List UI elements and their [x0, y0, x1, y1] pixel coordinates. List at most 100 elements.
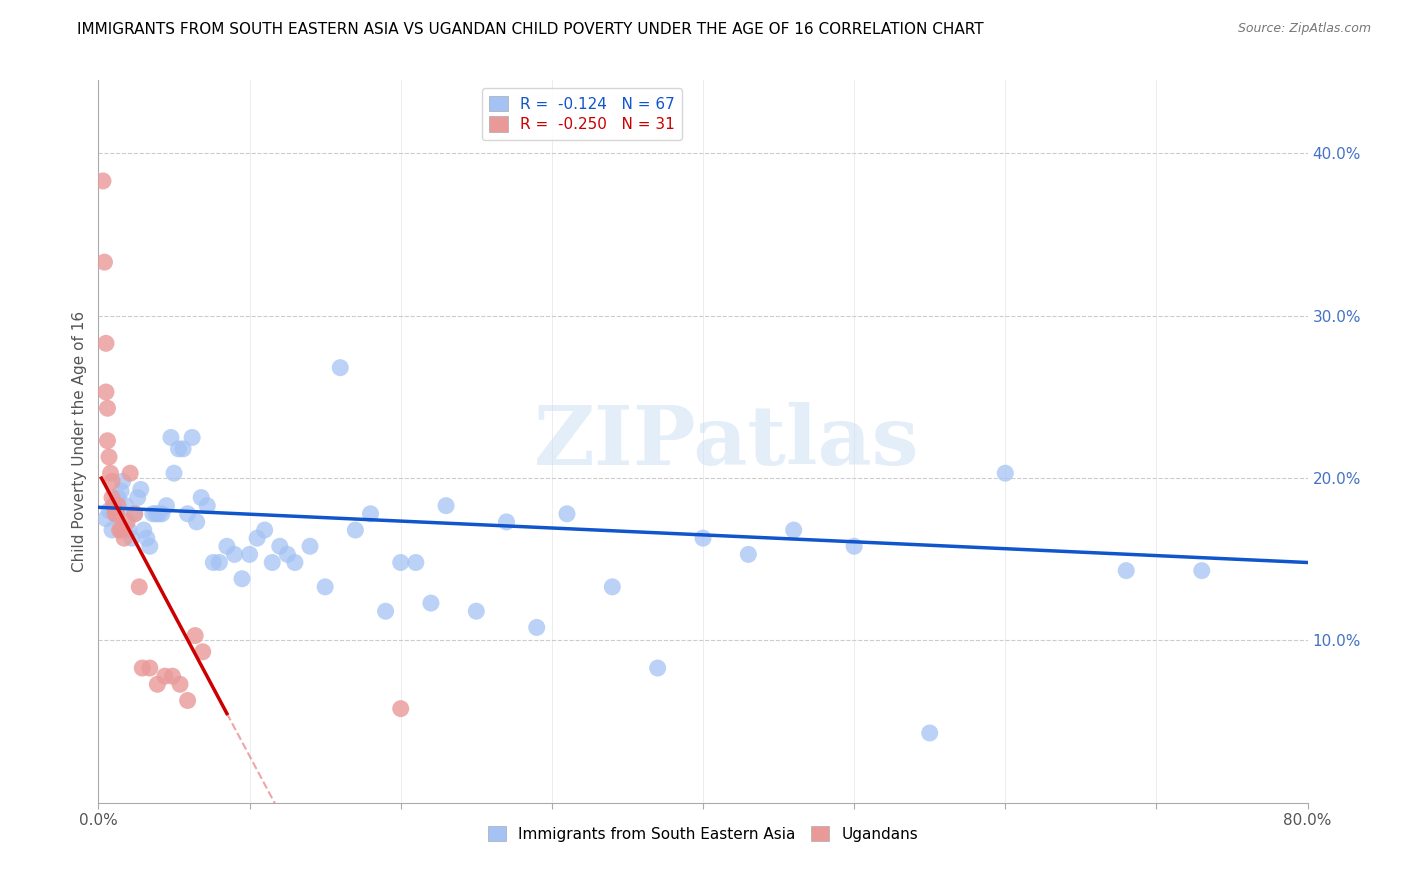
Point: [139, 539, 162, 553]
Point: [121, 531, 143, 545]
Point: [105, 508, 128, 523]
Point: [107, 491, 129, 505]
Point: [129, 483, 152, 497]
Point: [120, 466, 142, 480]
Text: IMMIGRANTS FROM SOUTH EASTERN ASIA VS UGANDAN CHILD POVERTY UNDER THE AGE OF 16 : IMMIGRANTS FROM SOUTH EASTERN ASIA VS UG…: [77, 22, 984, 37]
Text: Source: ZipAtlas.com: Source: ZipAtlas.com: [1237, 22, 1371, 36]
Point: [94, 511, 117, 525]
Point: [360, 507, 382, 521]
Point: [139, 661, 162, 675]
Point: [163, 466, 186, 480]
Point: [169, 677, 191, 691]
Point: [284, 556, 307, 570]
Point: [783, 523, 806, 537]
Point: [118, 523, 141, 537]
Point: [103, 499, 125, 513]
Point: [215, 539, 238, 553]
Point: [155, 499, 177, 513]
Point: [647, 661, 669, 675]
Point: [246, 531, 269, 545]
Point: [374, 604, 396, 618]
Point: [103, 499, 125, 513]
Point: [495, 515, 517, 529]
Point: [181, 430, 204, 444]
Point: [105, 507, 128, 521]
Point: [389, 701, 412, 715]
Point: [110, 484, 132, 499]
Point: [269, 539, 291, 553]
Point: [98, 503, 121, 517]
Point: [184, 629, 207, 643]
Point: [101, 491, 124, 505]
Point: [101, 475, 124, 489]
Point: [108, 523, 131, 537]
Y-axis label: Child Poverty Under the Age of 16: Child Poverty Under the Age of 16: [72, 311, 87, 572]
Point: [190, 491, 212, 505]
Point: [186, 515, 208, 529]
Point: [127, 491, 149, 505]
Point: [101, 523, 124, 537]
Point: [124, 507, 146, 521]
Point: [111, 475, 134, 489]
Point: [344, 523, 367, 537]
Point: [115, 515, 138, 529]
Point: [142, 507, 165, 521]
Point: [1191, 564, 1213, 578]
Point: [314, 580, 336, 594]
Point: [602, 580, 624, 594]
Point: [110, 523, 132, 537]
Point: [132, 523, 155, 537]
Legend: Immigrants from South Eastern Asia, Ugandans: Immigrants from South Eastern Asia, Ugan…: [479, 818, 927, 849]
Point: [276, 548, 298, 562]
Point: [124, 507, 146, 521]
Point: [253, 523, 276, 537]
Point: [555, 507, 578, 521]
Point: [239, 548, 262, 562]
Point: [96, 401, 118, 416]
Point: [176, 693, 198, 707]
Point: [128, 580, 150, 594]
Point: [420, 596, 443, 610]
Point: [94, 384, 117, 399]
Point: [1115, 564, 1137, 578]
Point: [91, 174, 114, 188]
Point: [191, 645, 214, 659]
Point: [526, 620, 548, 634]
Point: [692, 531, 714, 545]
Point: [208, 556, 231, 570]
Point: [262, 556, 284, 570]
Point: [844, 539, 866, 553]
Point: [160, 430, 183, 444]
Point: [150, 507, 173, 521]
Point: [162, 669, 184, 683]
Point: [153, 669, 176, 683]
Point: [172, 442, 194, 456]
Point: [100, 466, 122, 480]
Point: [148, 507, 170, 521]
Point: [918, 726, 941, 740]
Point: [114, 499, 136, 513]
Point: [107, 499, 129, 513]
Point: [176, 507, 198, 521]
Point: [131, 661, 153, 675]
Point: [93, 255, 115, 269]
Point: [737, 548, 759, 562]
Point: [202, 556, 225, 570]
Point: [434, 499, 457, 513]
Point: [994, 466, 1017, 480]
Point: [96, 434, 118, 448]
Point: [195, 499, 218, 513]
Point: [299, 539, 322, 553]
Text: ZIPatlas: ZIPatlas: [534, 401, 920, 482]
Point: [329, 360, 352, 375]
Point: [231, 572, 253, 586]
Point: [104, 507, 127, 521]
Point: [167, 442, 190, 456]
Point: [405, 556, 427, 570]
Point: [112, 531, 135, 545]
Point: [224, 548, 246, 562]
Point: [465, 604, 488, 618]
Point: [94, 336, 117, 351]
Point: [145, 507, 167, 521]
Point: [135, 531, 157, 545]
